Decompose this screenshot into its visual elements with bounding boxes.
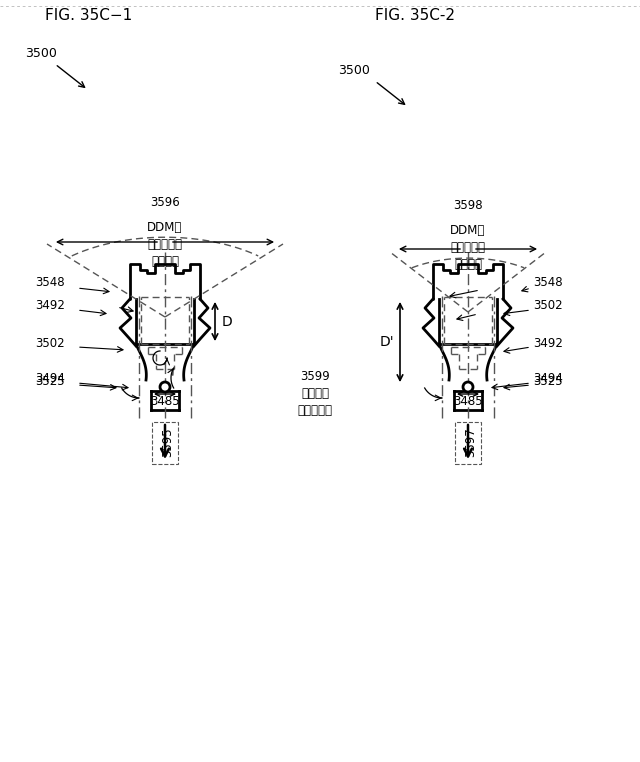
Text: 3500: 3500 — [338, 64, 370, 77]
Circle shape — [463, 382, 473, 392]
Text: 3500: 3500 — [25, 47, 57, 60]
Text: D': D' — [380, 335, 395, 349]
Text: 3548: 3548 — [533, 276, 563, 289]
Text: 3525: 3525 — [35, 375, 65, 388]
Text: 3597: 3597 — [465, 427, 477, 457]
Text: 3492: 3492 — [533, 337, 563, 350]
Text: 3492: 3492 — [35, 299, 65, 312]
Circle shape — [160, 382, 170, 392]
Text: 3485: 3485 — [150, 395, 180, 408]
Bar — [152, 422, 178, 464]
Text: D: D — [222, 315, 233, 328]
Text: 3502: 3502 — [533, 299, 563, 312]
Text: FIG. 35C-2: FIG. 35C-2 — [375, 8, 455, 23]
Text: 3596: 3596 — [150, 196, 180, 209]
Text: 3595: 3595 — [161, 427, 175, 456]
Text: 3598: 3598 — [453, 199, 483, 212]
Text: 3548: 3548 — [35, 276, 65, 289]
Text: 3525: 3525 — [533, 375, 563, 388]
Text: 3485: 3485 — [453, 395, 483, 408]
Text: DDMの
より大きい
角度振幅: DDMの より大きい 角度振幅 — [147, 221, 182, 268]
Text: 3494: 3494 — [533, 372, 563, 385]
Text: FIG. 35C−1: FIG. 35C−1 — [45, 8, 132, 23]
Text: 3502: 3502 — [35, 337, 65, 350]
Bar — [455, 422, 481, 464]
Text: 3599
受信機の
横方向変位: 3599 受信機の 横方向変位 — [298, 370, 333, 417]
Text: DDMの
より小さい
角度振幅: DDMの より小さい 角度振幅 — [451, 224, 486, 271]
Text: 3494: 3494 — [35, 372, 65, 385]
